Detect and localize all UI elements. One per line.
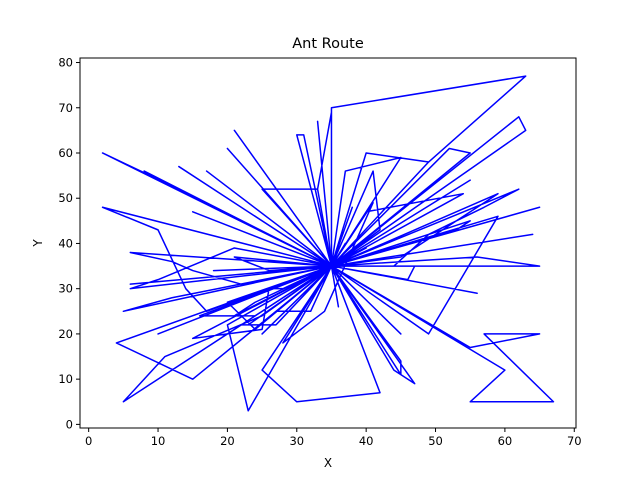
x-tick-label: 70: [567, 434, 582, 448]
y-tick-label: 0: [66, 417, 73, 431]
axes-frame: [79, 57, 577, 429]
y-tick-label: 40: [58, 236, 73, 250]
x-tick-label: 0: [85, 434, 92, 448]
y-axis: 0 10 20 30 40 50 60 70 80: [58, 56, 80, 431]
route-line: [101, 75, 555, 412]
y-tick-label: 50: [58, 191, 73, 205]
y-tick-label: 70: [58, 101, 73, 115]
chart-title: Ant Route: [292, 36, 364, 52]
x-tick-label: 40: [359, 434, 374, 448]
plot-area: [101, 75, 555, 412]
x-axis: 0 10 20 30 40 50 60 70: [85, 428, 582, 448]
y-tick-label: 30: [58, 282, 73, 296]
y-tick-label: 10: [58, 372, 73, 386]
x-axis-label: X: [324, 456, 332, 470]
x-tick-label: 60: [498, 434, 513, 448]
y-tick-label: 60: [58, 146, 73, 160]
x-tick-label: 30: [289, 434, 304, 448]
y-tick-label: 20: [58, 327, 73, 341]
x-tick-label: 10: [151, 434, 166, 448]
y-axis-label: Y: [31, 239, 45, 248]
y-tick-label: 80: [58, 56, 73, 70]
x-tick-label: 20: [220, 434, 235, 448]
x-tick-label: 50: [428, 434, 443, 448]
